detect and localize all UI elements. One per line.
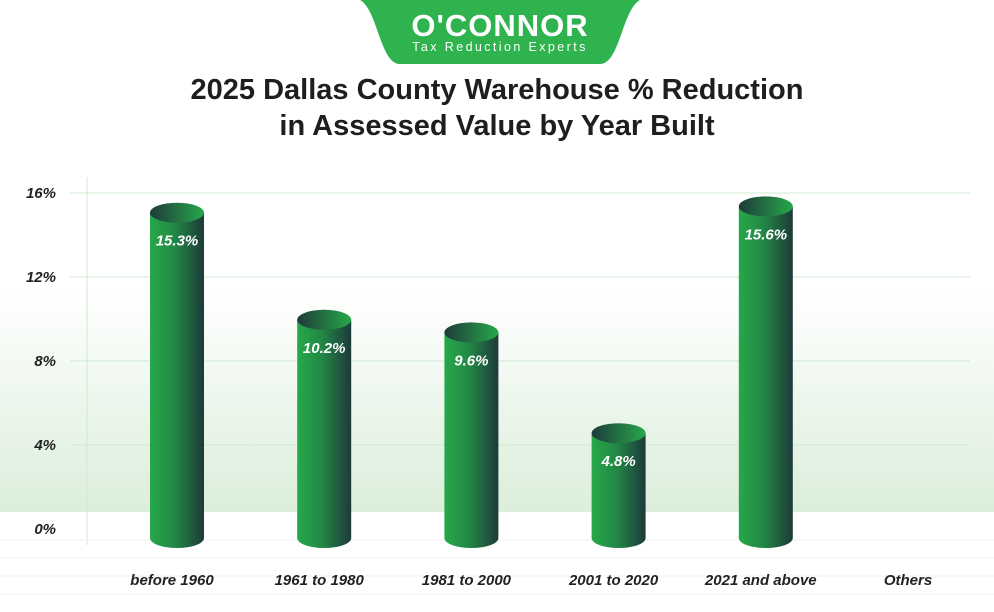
data-label: 10.2%: [303, 340, 346, 357]
data-label: 15.6%: [745, 226, 788, 243]
bar-body: [150, 212, 204, 548]
x-tick-label: 1961 to 1980: [275, 572, 365, 589]
data-label: 9.6%: [454, 352, 488, 369]
bar: 15.3%: [150, 202, 204, 548]
y-tick-label: 16%: [26, 185, 56, 202]
bar-body: [444, 332, 499, 548]
data-label: 15.3%: [156, 233, 199, 250]
oconnor-logo: O'CONNOR Tax Reduction Experts: [360, 0, 640, 64]
data-label: 4.8%: [600, 453, 635, 470]
bar-body: [738, 206, 793, 548]
bar-top: [444, 322, 499, 343]
bar: 4.8%: [591, 423, 646, 548]
bar-body: [297, 319, 352, 548]
bar: 10.2%: [297, 309, 352, 548]
title-line-1: 2025 Dallas County Warehouse % Reduction: [190, 74, 804, 106]
x-tick-label: 2021 and above: [704, 572, 817, 589]
x-tick-label: Others: [884, 572, 932, 589]
x-tick-label: 2001 to 2020: [568, 572, 659, 589]
bar-top: [297, 309, 352, 330]
x-tick-label: before 1960: [130, 572, 214, 589]
bar-top: [591, 423, 646, 444]
bar: 15.6%: [738, 196, 793, 548]
logo-tagline: Tax Reduction Experts: [412, 40, 588, 54]
bar-body: [591, 433, 646, 548]
chart-title: 2025 Dallas County Warehouse % Reduction…: [0, 72, 994, 144]
y-tick-label: 4%: [33, 437, 56, 454]
x-tick-label: 1981 to 2000: [422, 572, 512, 589]
y-tick-label: 8%: [34, 353, 56, 370]
bar: 9.6%: [444, 322, 499, 548]
logo-badge-shape: [360, 0, 640, 64]
bar-top: [150, 202, 204, 223]
title-line-2: in Assessed Value by Year Built: [279, 110, 715, 142]
logo-name: O'CONNOR: [411, 8, 589, 43]
y-tick-label: 0%: [34, 521, 56, 538]
bar-top: [738, 196, 793, 217]
y-tick-label: 12%: [26, 269, 56, 286]
